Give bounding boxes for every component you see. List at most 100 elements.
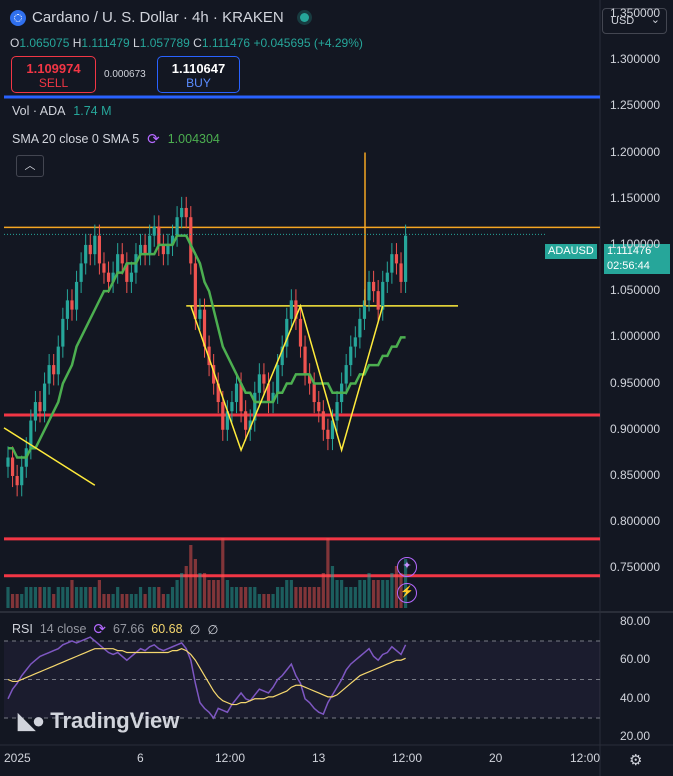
candle-body (271, 392, 275, 403)
candle-body (248, 420, 252, 430)
candle-body (216, 383, 220, 403)
price-axis-label: 0.900000 (610, 421, 661, 436)
chevron-up-icon: ︿ (24, 160, 36, 172)
time-axis-label: 12:00 (392, 751, 423, 765)
volume-bar (262, 594, 266, 608)
candle-body (385, 272, 389, 282)
candle-body (262, 374, 266, 384)
candle-body (358, 318, 362, 338)
volume-bar (138, 587, 143, 608)
settings-gear-icon[interactable]: ⚙ (629, 752, 643, 769)
rsi-legend[interactable]: RSI 14 close ⟳ 67.66 60.68 ∅ ∅ (12, 620, 218, 638)
rsi-label: RSI (12, 622, 33, 636)
candle-body (285, 318, 289, 347)
collapse-legend-button[interactable]: ︿ (16, 155, 44, 177)
candle-body (321, 411, 325, 430)
candle-body (253, 392, 257, 421)
candle-body (381, 281, 385, 310)
candle-body (367, 281, 371, 301)
price-axis-label: 1.250000 (610, 98, 661, 113)
rsi-axis-label: 60.00 (620, 652, 651, 667)
volume-bar (56, 587, 60, 608)
price-axis-label: 1.200000 (610, 144, 661, 159)
rsi-ma-value: 60.68 (151, 622, 183, 636)
change-value: +0.045695 (+4.29%) (253, 36, 363, 50)
high-key: H (72, 36, 82, 50)
buy-label: BUY (186, 76, 211, 90)
volume-bar (184, 566, 188, 608)
volume-bar (134, 594, 138, 608)
buy-price: 1.110647 (171, 61, 226, 76)
volume-bar (257, 594, 261, 608)
buy-button[interactable]: 1.110647 BUY (157, 56, 240, 93)
volume-legend[interactable]: Vol · ADA 1.74 M (12, 104, 112, 118)
volume-bar (70, 580, 74, 608)
candle-body (157, 226, 161, 245)
sell-button[interactable]: 1.109974 SELL (11, 56, 96, 93)
candle-body (184, 207, 188, 218)
candle-body (326, 429, 330, 440)
candle-body (88, 244, 92, 255)
sma-line (8, 234, 406, 459)
volume-bar (161, 594, 165, 608)
rsi-axis-label: 80.00 (620, 613, 651, 628)
volume-bar (120, 594, 124, 608)
price-axis-background (600, 0, 673, 776)
candle-body (308, 374, 312, 384)
candle-body (294, 300, 298, 319)
volume-label: Vol · ADA (12, 104, 65, 118)
candle-body (138, 244, 143, 255)
volume-bar (10, 594, 15, 608)
candle-body (193, 263, 197, 319)
price-axis-label: 0.750000 (610, 560, 661, 575)
sync-icon[interactable]: ⟳ (93, 621, 106, 638)
candle-body (239, 383, 243, 412)
candle-body (212, 365, 216, 384)
candle-body (198, 309, 202, 319)
sma-legend[interactable]: SMA 20 close 0 SMA 5 ⟳ 1.004304 (12, 130, 220, 148)
volume-bar (207, 580, 211, 608)
volume-bar (385, 580, 389, 608)
price-axis-label: 0.800000 (610, 514, 661, 529)
volume-bar (266, 594, 271, 608)
volume-bar (84, 587, 88, 608)
candle-body (298, 318, 303, 347)
sync-icon[interactable]: ⟳ (147, 131, 160, 148)
volume-bar (193, 559, 197, 608)
lightning-icon[interactable]: ⚡ (397, 583, 417, 603)
volume-bar (326, 538, 330, 608)
candle-body (111, 272, 115, 282)
volume-bar (289, 580, 293, 608)
candle-body (42, 383, 47, 412)
volume-bar (111, 594, 115, 608)
close-key: C (193, 36, 202, 50)
symbol-title[interactable]: Cardano / U. S. Dollar · 4h · KRAKEN (32, 9, 284, 26)
candle-body (29, 420, 33, 449)
candle-body (221, 402, 225, 430)
volume-bar (367, 573, 371, 608)
price-tag-countdown: 02:56:44 (604, 259, 670, 274)
time-axis-label: 12:00 (570, 751, 601, 765)
candle-body (93, 235, 97, 255)
price-axis-label: 0.850000 (610, 467, 661, 482)
volume-bar (93, 587, 97, 608)
volume-bar (102, 594, 106, 608)
volume-bar (212, 580, 216, 608)
price-axis-label: 1.300000 (610, 52, 661, 67)
candle-body (289, 300, 293, 319)
volume-bar (340, 580, 344, 608)
sparkle-icon[interactable]: ✦ (397, 557, 417, 577)
volume-bar (390, 573, 394, 608)
candle-body (394, 254, 399, 264)
candle-body (56, 346, 60, 375)
price-axis-label: 1.050000 (610, 283, 661, 298)
volume-bar (116, 587, 120, 608)
low-value: 1.057789 (139, 36, 190, 50)
volume-bar (230, 587, 234, 608)
volume-bar (65, 587, 70, 608)
currency-select[interactable]: USD ⌄ (602, 8, 667, 34)
volume-bar (175, 580, 179, 608)
